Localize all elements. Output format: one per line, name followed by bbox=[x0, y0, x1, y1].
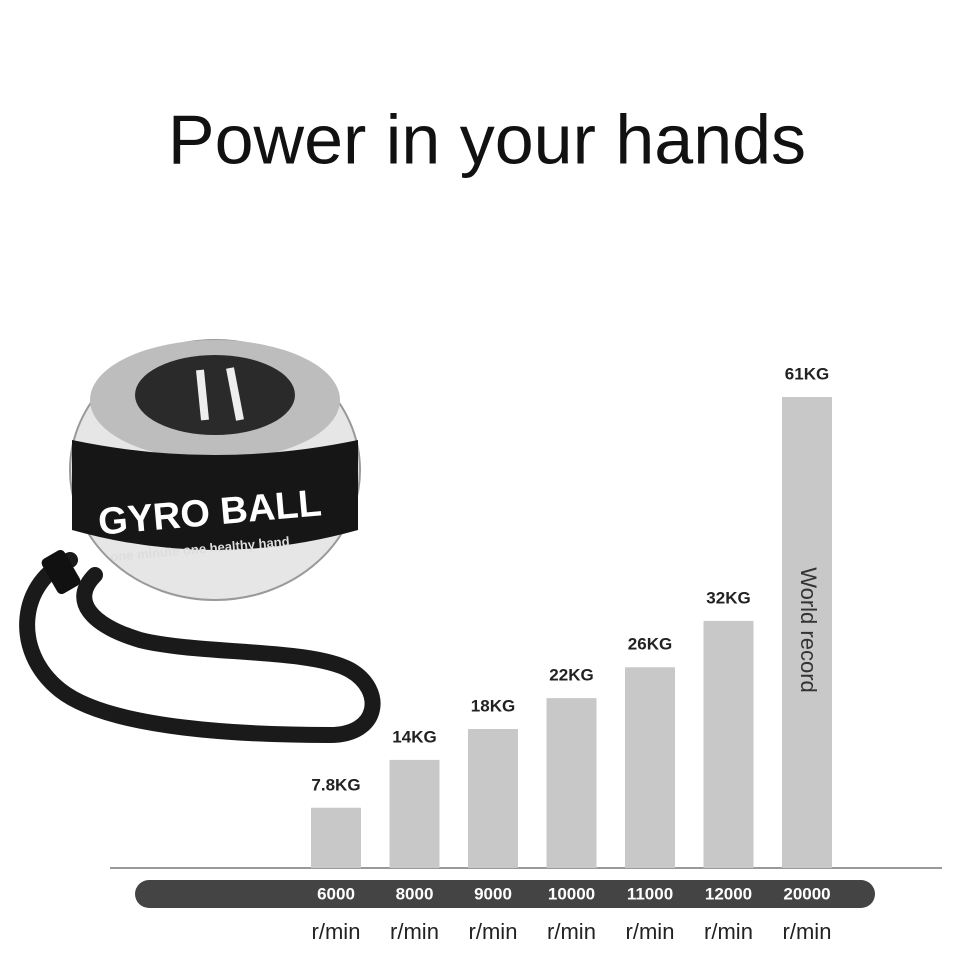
strap bbox=[19, 552, 381, 744]
bar bbox=[703, 620, 754, 868]
x-tick-label: 6000 bbox=[317, 884, 355, 903]
bar bbox=[625, 667, 675, 868]
bar bbox=[389, 759, 440, 868]
bar bbox=[782, 397, 832, 868]
x-unit-label: r/min bbox=[469, 919, 518, 944]
value-label: 32KG bbox=[706, 588, 750, 607]
x-unit-label: r/min bbox=[626, 919, 675, 944]
strap-clip bbox=[41, 550, 81, 594]
value-label: 14KG bbox=[392, 727, 436, 746]
x-unit-label: r/min bbox=[390, 919, 439, 944]
bar bbox=[311, 807, 361, 868]
x-tick-label: 8000 bbox=[396, 884, 434, 903]
bar bbox=[546, 698, 597, 868]
x-unit-label: r/min bbox=[783, 919, 832, 944]
x-tick-label: 11000 bbox=[627, 884, 673, 903]
value-label: 22KG bbox=[549, 666, 593, 685]
rotor-stripes bbox=[196, 367, 244, 421]
category-band bbox=[135, 880, 875, 908]
value-label: 18KG bbox=[471, 697, 515, 716]
gyro-ball: GYRO BALL one minute one healthy hand bbox=[19, 339, 381, 744]
bar bbox=[468, 729, 518, 868]
x-tick-label: 20000 bbox=[783, 884, 830, 903]
rotor bbox=[135, 355, 295, 435]
value-label: 61KG bbox=[785, 364, 829, 383]
x-tick-label: 10000 bbox=[548, 884, 595, 903]
plot: 7.8KG 6000 r/min 14KG 8000 r/min 18KG 9000 r/min… bbox=[311, 364, 832, 944]
x-tick-label: 12000 bbox=[705, 884, 752, 903]
annotation: World record bbox=[796, 567, 821, 693]
value-label: 7.8KG bbox=[311, 775, 360, 794]
x-unit-label: r/min bbox=[547, 919, 596, 944]
value-label: 26KG bbox=[628, 635, 672, 654]
x-unit-label: r/min bbox=[312, 919, 361, 944]
x-tick-label: 9000 bbox=[474, 884, 512, 903]
chart-title: Power in your hands bbox=[168, 100, 806, 178]
x-unit-label: r/min bbox=[704, 919, 753, 944]
band bbox=[72, 440, 358, 550]
